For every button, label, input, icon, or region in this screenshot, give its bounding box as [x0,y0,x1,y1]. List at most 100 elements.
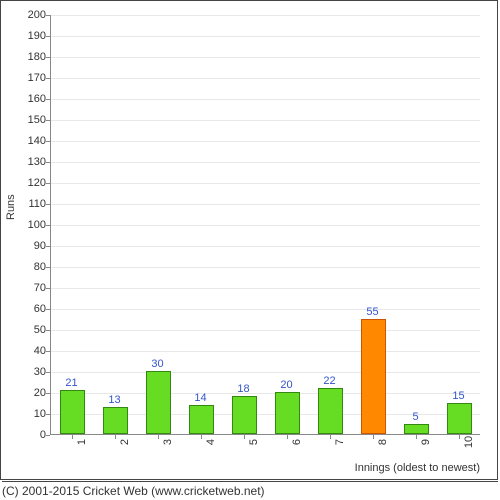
y-tick-mark [46,393,50,394]
gridline [51,99,480,100]
bar [146,371,172,434]
y-tick-mark [46,225,50,226]
gridline [51,15,480,16]
bar-value-label: 5 [412,411,418,423]
x-tick-label: 7 [334,432,346,452]
bar [189,405,215,434]
x-tick-label: 10 [463,432,475,452]
x-tick-mark [416,435,417,439]
bar-value-label: 22 [323,375,335,387]
y-tick-label: 200 [16,9,46,21]
y-tick-mark [46,414,50,415]
y-tick-mark [46,57,50,58]
y-tick-mark [46,183,50,184]
y-tick-label: 30 [16,366,46,378]
x-tick-label: 2 [119,432,131,452]
x-tick-mark [459,435,460,439]
x-tick-label: 8 [377,432,389,452]
x-axis-label: Innings (oldest to newest) [355,462,480,474]
bar-value-label: 20 [280,379,292,391]
y-tick-label: 110 [16,198,46,210]
y-tick-mark [46,162,50,163]
bar [318,388,344,434]
gridline [51,183,480,184]
y-tick-label: 70 [16,282,46,294]
y-tick-label: 130 [16,156,46,168]
y-tick-mark [46,288,50,289]
bar-value-label: 18 [237,383,249,395]
x-tick-label: 1 [76,432,88,452]
bar-value-label: 30 [151,358,163,370]
x-tick-label: 9 [420,432,432,452]
gridline [51,351,480,352]
x-tick-label: 3 [162,432,174,452]
y-tick-mark [46,372,50,373]
bar [447,403,473,435]
x-tick-mark [115,435,116,439]
gridline [51,246,480,247]
gridline [51,120,480,121]
x-tick-mark [373,435,374,439]
y-tick-label: 90 [16,240,46,252]
y-tick-mark [46,15,50,16]
y-tick-label: 40 [16,345,46,357]
x-tick-label: 4 [205,432,217,452]
bar-value-label: 21 [65,377,77,389]
gridline [51,372,480,373]
gridline [51,162,480,163]
x-tick-mark [158,435,159,439]
bar-value-label: 55 [366,306,378,318]
x-tick-mark [201,435,202,439]
x-tick-mark [287,435,288,439]
gridline [51,204,480,205]
bar [232,396,258,434]
y-tick-label: 150 [16,114,46,126]
x-tick-label: 6 [291,432,303,452]
y-tick-label: 10 [16,408,46,420]
y-tick-label: 50 [16,324,46,336]
plot-area [50,15,480,435]
bar [103,407,129,434]
y-tick-label: 170 [16,72,46,84]
bar [275,392,301,434]
x-tick-label: 5 [248,432,260,452]
gridline [51,141,480,142]
gridline [51,288,480,289]
gridline [51,330,480,331]
x-tick-mark [330,435,331,439]
y-tick-mark [46,330,50,331]
y-tick-label: 20 [16,387,46,399]
gridline [51,57,480,58]
y-tick-mark [46,246,50,247]
bar-value-label: 15 [452,390,464,402]
x-tick-mark [244,435,245,439]
y-tick-label: 160 [16,93,46,105]
gridline [51,36,480,37]
x-tick-mark [72,435,73,439]
y-tick-mark [46,309,50,310]
y-tick-label: 190 [16,30,46,42]
y-tick-mark [46,36,50,37]
y-tick-label: 140 [16,135,46,147]
y-tick-label: 100 [16,219,46,231]
y-tick-mark [46,204,50,205]
y-tick-label: 60 [16,303,46,315]
y-tick-label: 120 [16,177,46,189]
gridline [51,309,480,310]
gridline [51,78,480,79]
gridline [51,267,480,268]
y-tick-label: 80 [16,261,46,273]
chart-container: Runs Innings (oldest to newest) (C) 2001… [0,0,500,500]
bar-value-label: 13 [108,394,120,406]
y-tick-mark [46,99,50,100]
y-tick-mark [46,78,50,79]
y-tick-mark [46,141,50,142]
bar-value-label: 14 [194,392,206,404]
y-tick-mark [46,120,50,121]
y-tick-mark [46,267,50,268]
bar [60,390,86,434]
y-tick-label: 180 [16,51,46,63]
copyright-text: (C) 2001-2015 Cricket Web (www.cricketwe… [2,481,498,498]
gridline [51,225,480,226]
y-tick-label: 0 [16,429,46,441]
